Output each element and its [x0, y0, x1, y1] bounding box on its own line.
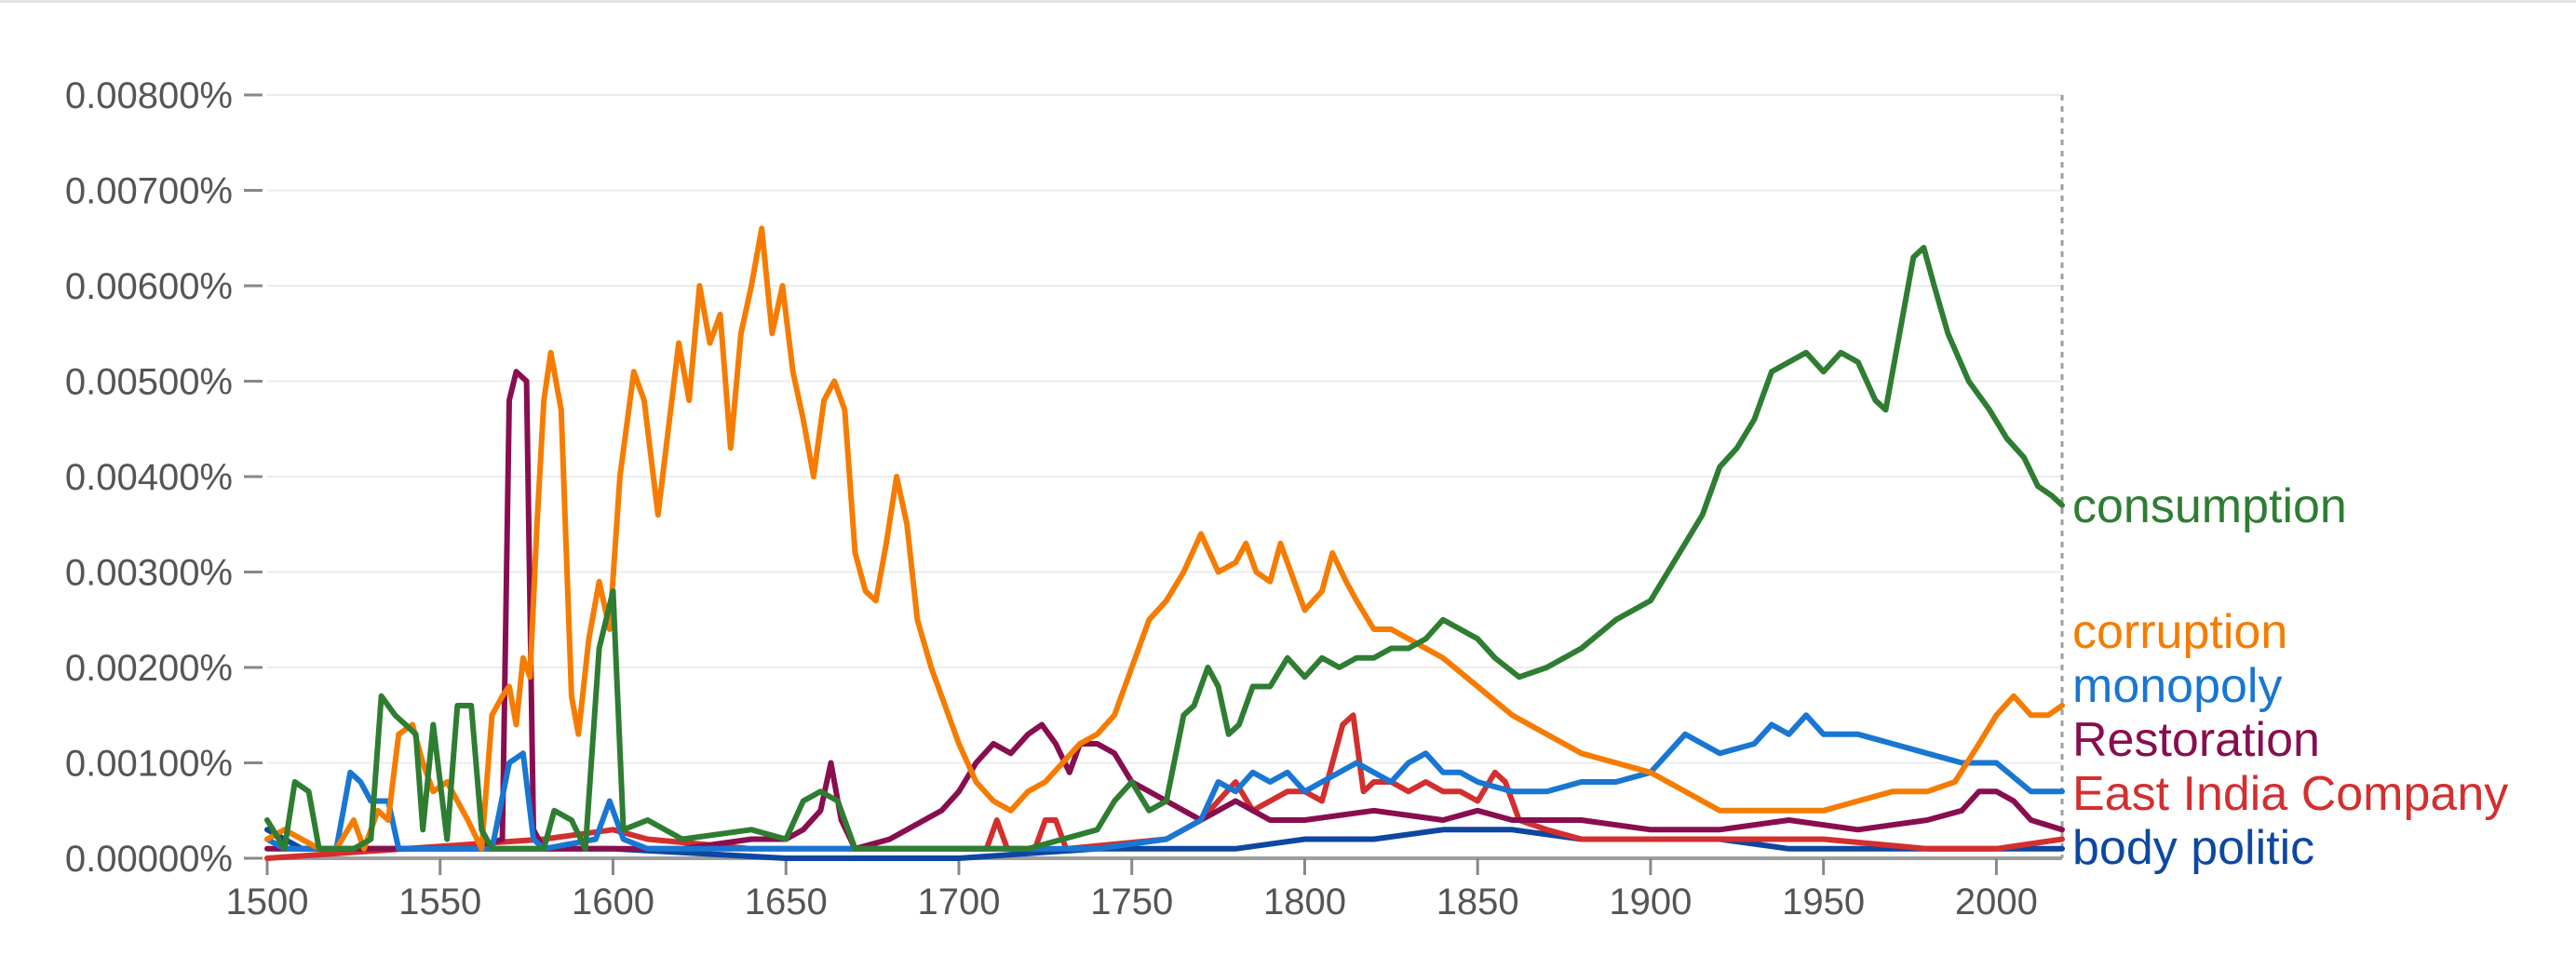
gridlines [267, 94, 2062, 764]
y-tick-label: 0.00000% [65, 839, 233, 880]
series-lines [264, 225, 2065, 861]
series-label-corruption[interactable]: corruption [2072, 605, 2287, 659]
x-tick-label: 1550 [398, 882, 481, 922]
x-tick-label: 2000 [1955, 882, 2038, 922]
series-label-consumption[interactable]: consumption [2072, 479, 2347, 533]
series-label-restoration[interactable]: Restoration [2072, 713, 2320, 767]
x-tick-label: 1750 [1090, 882, 1173, 922]
series-line-corruption[interactable] [264, 225, 2065, 852]
series-label-body-politic[interactable]: body politic [2072, 821, 2314, 875]
top-divider [0, 0, 2576, 3]
x-tick-label: 1850 [1436, 882, 1519, 922]
x-tick-label: 1800 [1263, 882, 1346, 922]
x-tick-label: 1900 [1609, 882, 1692, 922]
y-tick-label: 0.00800% [65, 75, 233, 116]
x-tick-label: 1650 [745, 882, 828, 922]
y-tick-label: 0.00600% [65, 266, 233, 307]
y-tick-label: 0.00300% [65, 553, 233, 594]
x-tick-label: 1950 [1782, 882, 1865, 922]
series-label-monopoly[interactable]: monopoly [2072, 659, 2282, 713]
y-tick-label: 0.00100% [65, 744, 233, 785]
x-axis: 1500 1550 1600 1650 1700 1750 1800 1850 1900 1950… [226, 856, 2062, 922]
y-axis: 0.00000% 0.00100% 0.00200% 0.00300% 0.00400%… [65, 75, 263, 880]
series-line-consumption[interactable] [264, 245, 2065, 852]
x-tick-label: 1600 [572, 882, 654, 922]
y-tick-label: 0.00400% [65, 457, 233, 498]
series-label-east-india-company[interactable]: East India Company [2072, 767, 2508, 821]
series-labels: consumption corruptionmonopolyRestoration… [2072, 479, 2508, 875]
y-tick-label: 0.00200% [65, 648, 233, 689]
x-tick-label: 1500 [226, 882, 309, 922]
x-tick-label: 1700 [917, 882, 1000, 922]
y-tick-label: 0.00700% [65, 171, 233, 212]
series-line-monopoly[interactable] [264, 712, 2065, 852]
y-tick-label: 0.00500% [65, 362, 233, 403]
series-line-restoration[interactable] [264, 369, 2065, 852]
